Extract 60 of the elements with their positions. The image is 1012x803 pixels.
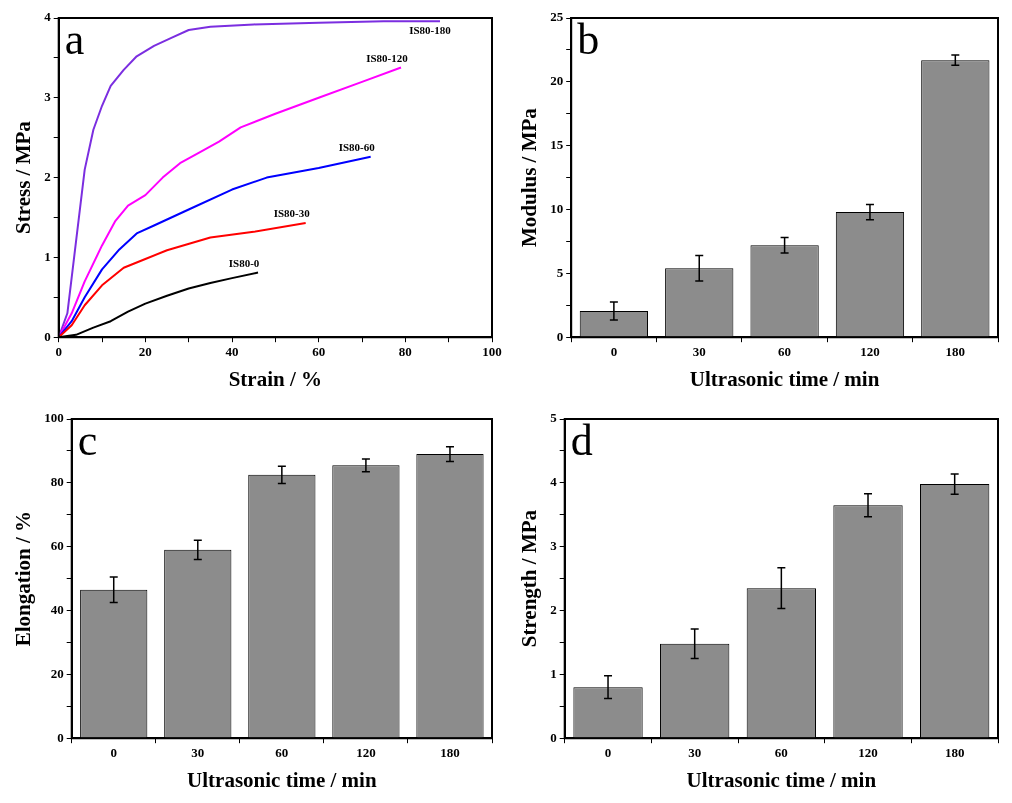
x-tick-label: 180 bbox=[440, 745, 460, 761]
x-tick-label: 100 bbox=[482, 344, 502, 360]
annotation: d bbox=[570, 415, 593, 465]
x-tick-label: 30 bbox=[191, 745, 205, 761]
y-axis-title: Elongation / % bbox=[11, 510, 36, 647]
y-tick-label: 20 bbox=[50, 665, 64, 681]
y-tick-label: 2 bbox=[550, 601, 557, 617]
y-tick-label: 3 bbox=[44, 89, 52, 105]
x-axis-title: Ultrasonic time / min bbox=[686, 767, 877, 792]
x-tick-label: 60 bbox=[778, 344, 792, 360]
series-label: IS80-30 bbox=[273, 207, 311, 220]
series-label: IS80-120 bbox=[366, 51, 409, 64]
x-tick-label: 180 bbox=[945, 344, 966, 360]
x-tick-label: 0 bbox=[604, 745, 612, 761]
x-axis-title: Ultrasonic time / min bbox=[689, 366, 880, 391]
annotation: c bbox=[77, 415, 98, 465]
y-tick-label: 1 bbox=[44, 248, 51, 264]
annotation: b bbox=[577, 14, 600, 64]
y-tick-label: 4 bbox=[44, 9, 52, 25]
y-tick-label: 80 bbox=[50, 474, 64, 490]
y-tick-label: 10 bbox=[550, 200, 564, 216]
x-axis-title: Strain / % bbox=[228, 366, 323, 391]
y-tick-label: 0 bbox=[57, 729, 64, 745]
x-tick-label: 180 bbox=[944, 745, 965, 761]
y-tick-label: 3 bbox=[550, 538, 558, 554]
y-tick-label: 0 bbox=[550, 729, 557, 745]
x-tick-label: 60 bbox=[312, 344, 326, 360]
y-tick-label: 5 bbox=[556, 264, 564, 280]
x-tick-label: 120 bbox=[356, 745, 376, 761]
x-tick-label: 20 bbox=[138, 344, 152, 360]
y-tick-label: 100 bbox=[44, 410, 64, 426]
x-tick-label: 120 bbox=[858, 745, 878, 761]
x-tick-label: 40 bbox=[225, 344, 239, 360]
y-tick-label: 0 bbox=[44, 328, 51, 344]
x-tick-label: 120 bbox=[860, 344, 880, 360]
x-tick-label: 30 bbox=[688, 745, 702, 761]
y-axis-title: Modulus / MPa bbox=[517, 107, 542, 248]
x-tick-label: 60 bbox=[275, 745, 289, 761]
y-tick-label: 25 bbox=[550, 9, 564, 25]
series-label: IS80-0 bbox=[228, 256, 260, 269]
series-label: IS80-180 bbox=[409, 23, 452, 36]
y-tick-label: 60 bbox=[50, 538, 64, 554]
y-tick-label: 20 bbox=[550, 73, 564, 89]
y-tick-label: 15 bbox=[550, 137, 564, 153]
y-tick-label: 4 bbox=[550, 474, 558, 490]
y-tick-label: 0 bbox=[556, 328, 564, 344]
y-tick-label: 1 bbox=[550, 665, 557, 681]
x-tick-label: 60 bbox=[774, 745, 788, 761]
y-axis-title: Stress / MPa bbox=[11, 120, 36, 234]
x-tick-label: 0 bbox=[610, 344, 618, 360]
y-tick-label: 40 bbox=[50, 601, 64, 617]
y-tick-label: 2 bbox=[44, 168, 51, 184]
annotation: a bbox=[64, 14, 85, 64]
series-label: IS80-60 bbox=[338, 141, 376, 154]
x-tick-label: 30 bbox=[692, 344, 706, 360]
x-tick-label: 0 bbox=[110, 745, 117, 761]
y-tick-label: 5 bbox=[550, 410, 558, 426]
y-axis-title: Strength / MPa bbox=[517, 509, 542, 648]
x-tick-label: 80 bbox=[398, 344, 412, 360]
x-axis-title: Ultrasonic time / min bbox=[187, 767, 377, 792]
